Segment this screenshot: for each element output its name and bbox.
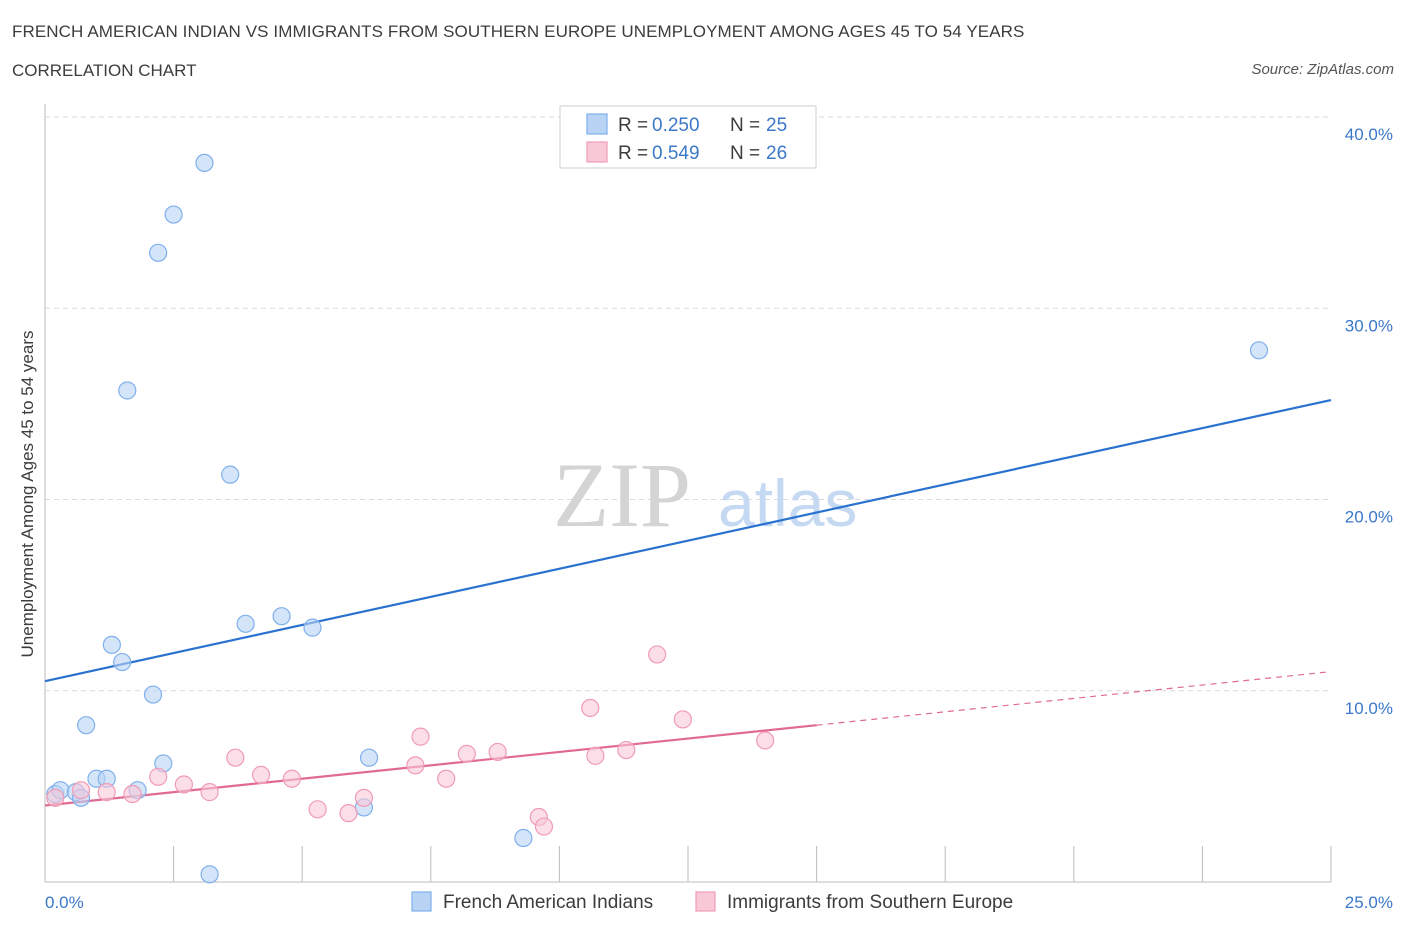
legend-bottom-swatch-pink xyxy=(695,891,716,912)
legend-bottom-label-pink: Immigrants from Southern Europe xyxy=(727,892,1013,913)
trend-extension-pink xyxy=(816,671,1332,726)
legend-series: French American Indians Immigrants from … xyxy=(411,891,1013,913)
chart-subtitle: CORRELATION CHART xyxy=(12,61,197,80)
watermark: ZIP atlas xyxy=(553,444,857,546)
chart-title: FRENCH AMERICAN INDIAN VS IMMIGRANTS FRO… xyxy=(12,22,1025,41)
source-label: Source: ZipAtlas.com xyxy=(1251,61,1394,78)
legend-r-label-pink: R = xyxy=(618,143,648,164)
point-blue-14 xyxy=(164,205,183,224)
point-blue-9 xyxy=(118,381,137,400)
point-pink-22 xyxy=(617,740,636,760)
point-blue-17 xyxy=(221,465,240,484)
trend-line-blue xyxy=(44,398,1332,683)
point-pink-2 xyxy=(97,783,116,802)
legend-n-label-blue: N = xyxy=(730,115,760,136)
point-pink-0 xyxy=(46,788,65,807)
x-tick-label-25: 25.0% xyxy=(1345,893,1393,912)
legend-bottom-label-blue: French American Indians xyxy=(443,892,653,913)
grid-lines xyxy=(45,116,1331,692)
point-pink-1 xyxy=(71,781,91,800)
x-tick-label-0: 0.0% xyxy=(45,893,84,912)
legend-r-label-blue: R = xyxy=(618,115,648,136)
point-blue-24 xyxy=(1249,341,1269,360)
point-pink-17 xyxy=(488,742,507,762)
y-tick-label-30: 30.0% xyxy=(1345,316,1393,335)
point-blue-4 xyxy=(77,716,96,735)
point-pink-11 xyxy=(339,804,358,823)
point-blue-20 xyxy=(303,618,322,637)
legend-n-value-blue: 25 xyxy=(766,115,787,136)
point-pink-14 xyxy=(411,727,430,746)
point-pink-9 xyxy=(282,769,302,788)
point-pink-7 xyxy=(226,748,245,767)
legend-r-value-blue: 0.250 xyxy=(652,115,700,136)
point-blue-12 xyxy=(149,243,168,262)
watermark-zip: ZIP xyxy=(553,444,691,546)
data-points xyxy=(46,153,1269,884)
point-pink-24 xyxy=(673,710,692,729)
legend-n-value-pink: 26 xyxy=(766,143,787,164)
point-pink-23 xyxy=(648,645,667,664)
point-pink-12 xyxy=(354,788,374,807)
point-pink-5 xyxy=(174,775,193,794)
point-pink-19 xyxy=(534,817,554,836)
point-blue-22 xyxy=(359,748,379,767)
y-tick-labels: 10.0% 20.0% 30.0% 40.0% xyxy=(1345,125,1393,718)
point-blue-8 xyxy=(113,652,132,672)
point-pink-10 xyxy=(308,800,327,819)
point-pink-4 xyxy=(149,767,168,786)
legend-correlation: R = 0.250 N = 25 R = 0.549 N = 26 xyxy=(559,105,817,169)
trend-line-pink xyxy=(44,724,817,807)
point-pink-8 xyxy=(251,765,271,785)
y-tick-label-20: 20.0% xyxy=(1345,508,1393,527)
watermark-atlas: atlas xyxy=(718,466,857,540)
point-pink-3 xyxy=(123,784,142,804)
point-blue-18 xyxy=(236,614,255,633)
legend-swatch-blue xyxy=(586,113,608,135)
trend-lines xyxy=(44,398,1332,807)
point-pink-20 xyxy=(581,698,600,718)
legend-r-value-pink: 0.549 xyxy=(652,143,700,164)
y-tick-label-40: 40.0% xyxy=(1345,125,1393,144)
point-blue-11 xyxy=(143,685,163,704)
point-blue-15 xyxy=(195,153,214,172)
point-blue-7 xyxy=(102,635,121,654)
point-pink-25 xyxy=(756,731,775,750)
point-pink-6 xyxy=(200,783,219,802)
point-blue-23 xyxy=(514,828,533,848)
x-tick-marks xyxy=(44,846,1332,882)
legend-bottom-swatch-blue xyxy=(411,891,432,912)
y-axis-label: Unemployment Among Ages 45 to 54 years xyxy=(18,331,37,658)
y-tick-label-10: 10.0% xyxy=(1345,699,1393,718)
legend-n-label-pink: N = xyxy=(730,143,760,164)
point-pink-15 xyxy=(437,769,456,788)
legend-swatch-pink xyxy=(586,141,608,163)
point-blue-19 xyxy=(272,607,291,626)
point-pink-16 xyxy=(457,744,476,763)
point-pink-21 xyxy=(586,746,605,765)
point-pink-13 xyxy=(406,756,425,775)
point-blue-16 xyxy=(200,865,219,884)
